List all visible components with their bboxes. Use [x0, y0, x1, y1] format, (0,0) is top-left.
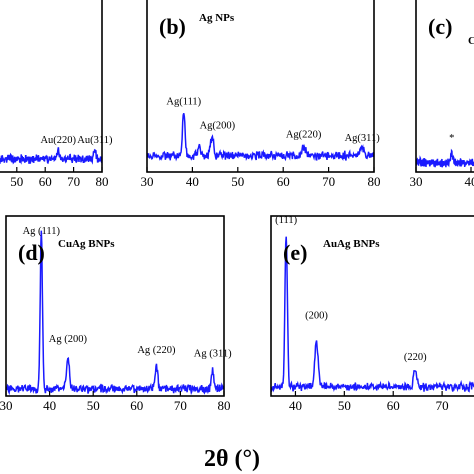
panel-d-peak-label-0: Ag (111) — [23, 226, 61, 237]
panel-a-trace — [0, 147, 102, 165]
panel-c-letter: (c) — [428, 14, 452, 39]
panel-d-letter: (d) — [18, 240, 45, 265]
panel-e-peak-label-0: (111) — [275, 215, 297, 226]
panel-e-frame — [270, 215, 474, 397]
panel-b-tick-label-3: 60 — [277, 174, 290, 189]
panel-c-title: C — [468, 35, 474, 47]
panel-c-tick-label-0: 30 — [410, 174, 423, 189]
panel-c-trace — [416, 148, 474, 168]
panel-b-tick-label-0: 30 — [141, 174, 154, 189]
panel-a-tick-label-3: 80 — [96, 174, 109, 189]
panel-e-letter: (e) — [283, 240, 307, 265]
panel-d-tick-label-0: 30 — [0, 398, 13, 413]
panel-b-tick-label-1: 40 — [186, 174, 199, 189]
panel-a-tick-label-0: 50 — [10, 174, 23, 189]
panel-b-tick-label-4: 70 — [322, 174, 335, 189]
panel-d-peak-label-2: Ag (220) — [137, 345, 176, 356]
panel-d-tick-label-1: 40 — [43, 398, 56, 413]
panel-e-tick-label-0: 40 — [289, 398, 302, 413]
panel-d-trace — [6, 230, 224, 396]
panel-b-trace — [147, 112, 374, 162]
panel-d-peak-label-3: Ag (311) — [194, 348, 232, 359]
panel-d-peak-label-1: Ag (200) — [49, 334, 88, 345]
panel-b-tick-label-2: 50 — [231, 174, 244, 189]
panel-b-peak-label-0: Ag(111) — [166, 97, 201, 108]
panel-b-letter: (b) — [159, 14, 186, 39]
panel-b: 30 40 50 60 70 80 (b) Ag NPs Ag(111) Ag(200) Ag(22… — [141, 0, 381, 189]
panel-d-tick-label-5: 80 — [218, 398, 231, 413]
panel-e-tick-label-1: 50 — [338, 398, 351, 413]
panel-a-tick-label-2: 70 — [67, 174, 80, 189]
panel-a-frame — [0, 0, 103, 173]
panel-d-tick-label-4: 70 — [174, 398, 187, 413]
panel-b-frame — [146, 0, 375, 173]
panel-d-tick-label-3: 60 — [130, 398, 143, 413]
panel-c: 30 40 (c) C * — [410, 0, 474, 189]
panel-b-tick-label-5: 80 — [368, 174, 381, 189]
panel-a-tick-label-1: 60 — [39, 174, 52, 189]
panel-e-title: AuAg BNPs — [323, 238, 380, 250]
panel-d-tick-label-2: 50 — [87, 398, 100, 413]
panel-c-star-marker: * — [449, 133, 454, 144]
panel-a-peak-label-0: Au(220) — [40, 135, 76, 146]
x-axis-title: 2θ (°) — [204, 446, 260, 472]
panel-d-title: CuAg BNPs — [58, 238, 115, 250]
panel-b-peak-label-2: Ag(220) — [286, 129, 322, 140]
panel-e-peak-label-2: (220) — [404, 352, 427, 363]
panel-b-title: Ag NPs — [199, 12, 235, 24]
panel-e-trace — [271, 236, 474, 393]
panel-e-peak-label-1: (200) — [305, 311, 328, 322]
panel-c-tick-label-1: 40 — [465, 174, 474, 189]
panel-d-frame — [5, 215, 225, 397]
panel-a-peak-label-1: Au(311) — [77, 135, 113, 146]
panel-e-tick-label-3: 70 — [436, 398, 449, 413]
xrd-panels: 50 60 70 80 Au(220) Au(311) 30 40 50 60 70 80 (b) Ag … — [0, 0, 474, 413]
panel-a: 50 60 70 80 Au(220) Au(311) — [0, 0, 113, 189]
panel-e-tick-label-2: 60 — [387, 398, 400, 413]
panel-b-peak-label-3: Ag(311) — [345, 133, 381, 144]
panel-b-peak-label-1: Ag(200) — [200, 120, 236, 131]
